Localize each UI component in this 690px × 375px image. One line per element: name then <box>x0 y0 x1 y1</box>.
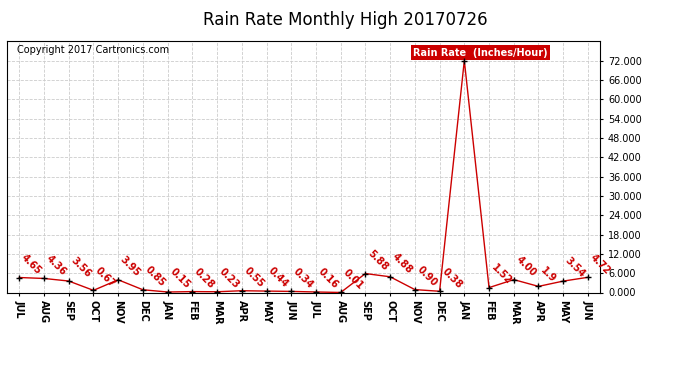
Text: 0.38: 0.38 <box>440 266 464 290</box>
Text: 0.90: 0.90 <box>415 264 439 288</box>
Text: 0.28: 0.28 <box>193 266 217 290</box>
Text: Rain Rate  (Inches/Hour): Rain Rate (Inches/Hour) <box>413 48 548 57</box>
Text: 0.67: 0.67 <box>93 265 117 289</box>
Text: 0.23: 0.23 <box>217 266 241 291</box>
Text: 4.72: 4.72 <box>588 252 612 276</box>
Text: 5.88: 5.88 <box>366 248 390 272</box>
Text: Rain Rate Monthly High 20170726: Rain Rate Monthly High 20170726 <box>203 11 487 29</box>
Text: 4.00: 4.00 <box>514 254 538 278</box>
Text: Copyright 2017 Cartronics.com: Copyright 2017 Cartronics.com <box>17 45 169 55</box>
Text: 3.54: 3.54 <box>563 256 587 280</box>
Text: 3.56: 3.56 <box>69 256 92 280</box>
Text: 0.15: 0.15 <box>168 267 192 291</box>
Text: 0.44: 0.44 <box>266 266 290 290</box>
Text: 4.36: 4.36 <box>44 253 68 277</box>
Text: 0.34: 0.34 <box>291 266 315 290</box>
Text: 3.95: 3.95 <box>118 255 142 279</box>
Text: 0.55: 0.55 <box>241 266 266 290</box>
Text: 4.65: 4.65 <box>19 252 43 276</box>
Text: 0.85: 0.85 <box>143 264 167 288</box>
Text: 4.88: 4.88 <box>390 251 415 276</box>
Text: 0.01: 0.01 <box>341 267 365 291</box>
Text: 1.9: 1.9 <box>538 266 558 285</box>
Text: 0.16: 0.16 <box>316 267 340 291</box>
Text: 1.52: 1.52 <box>489 262 513 286</box>
